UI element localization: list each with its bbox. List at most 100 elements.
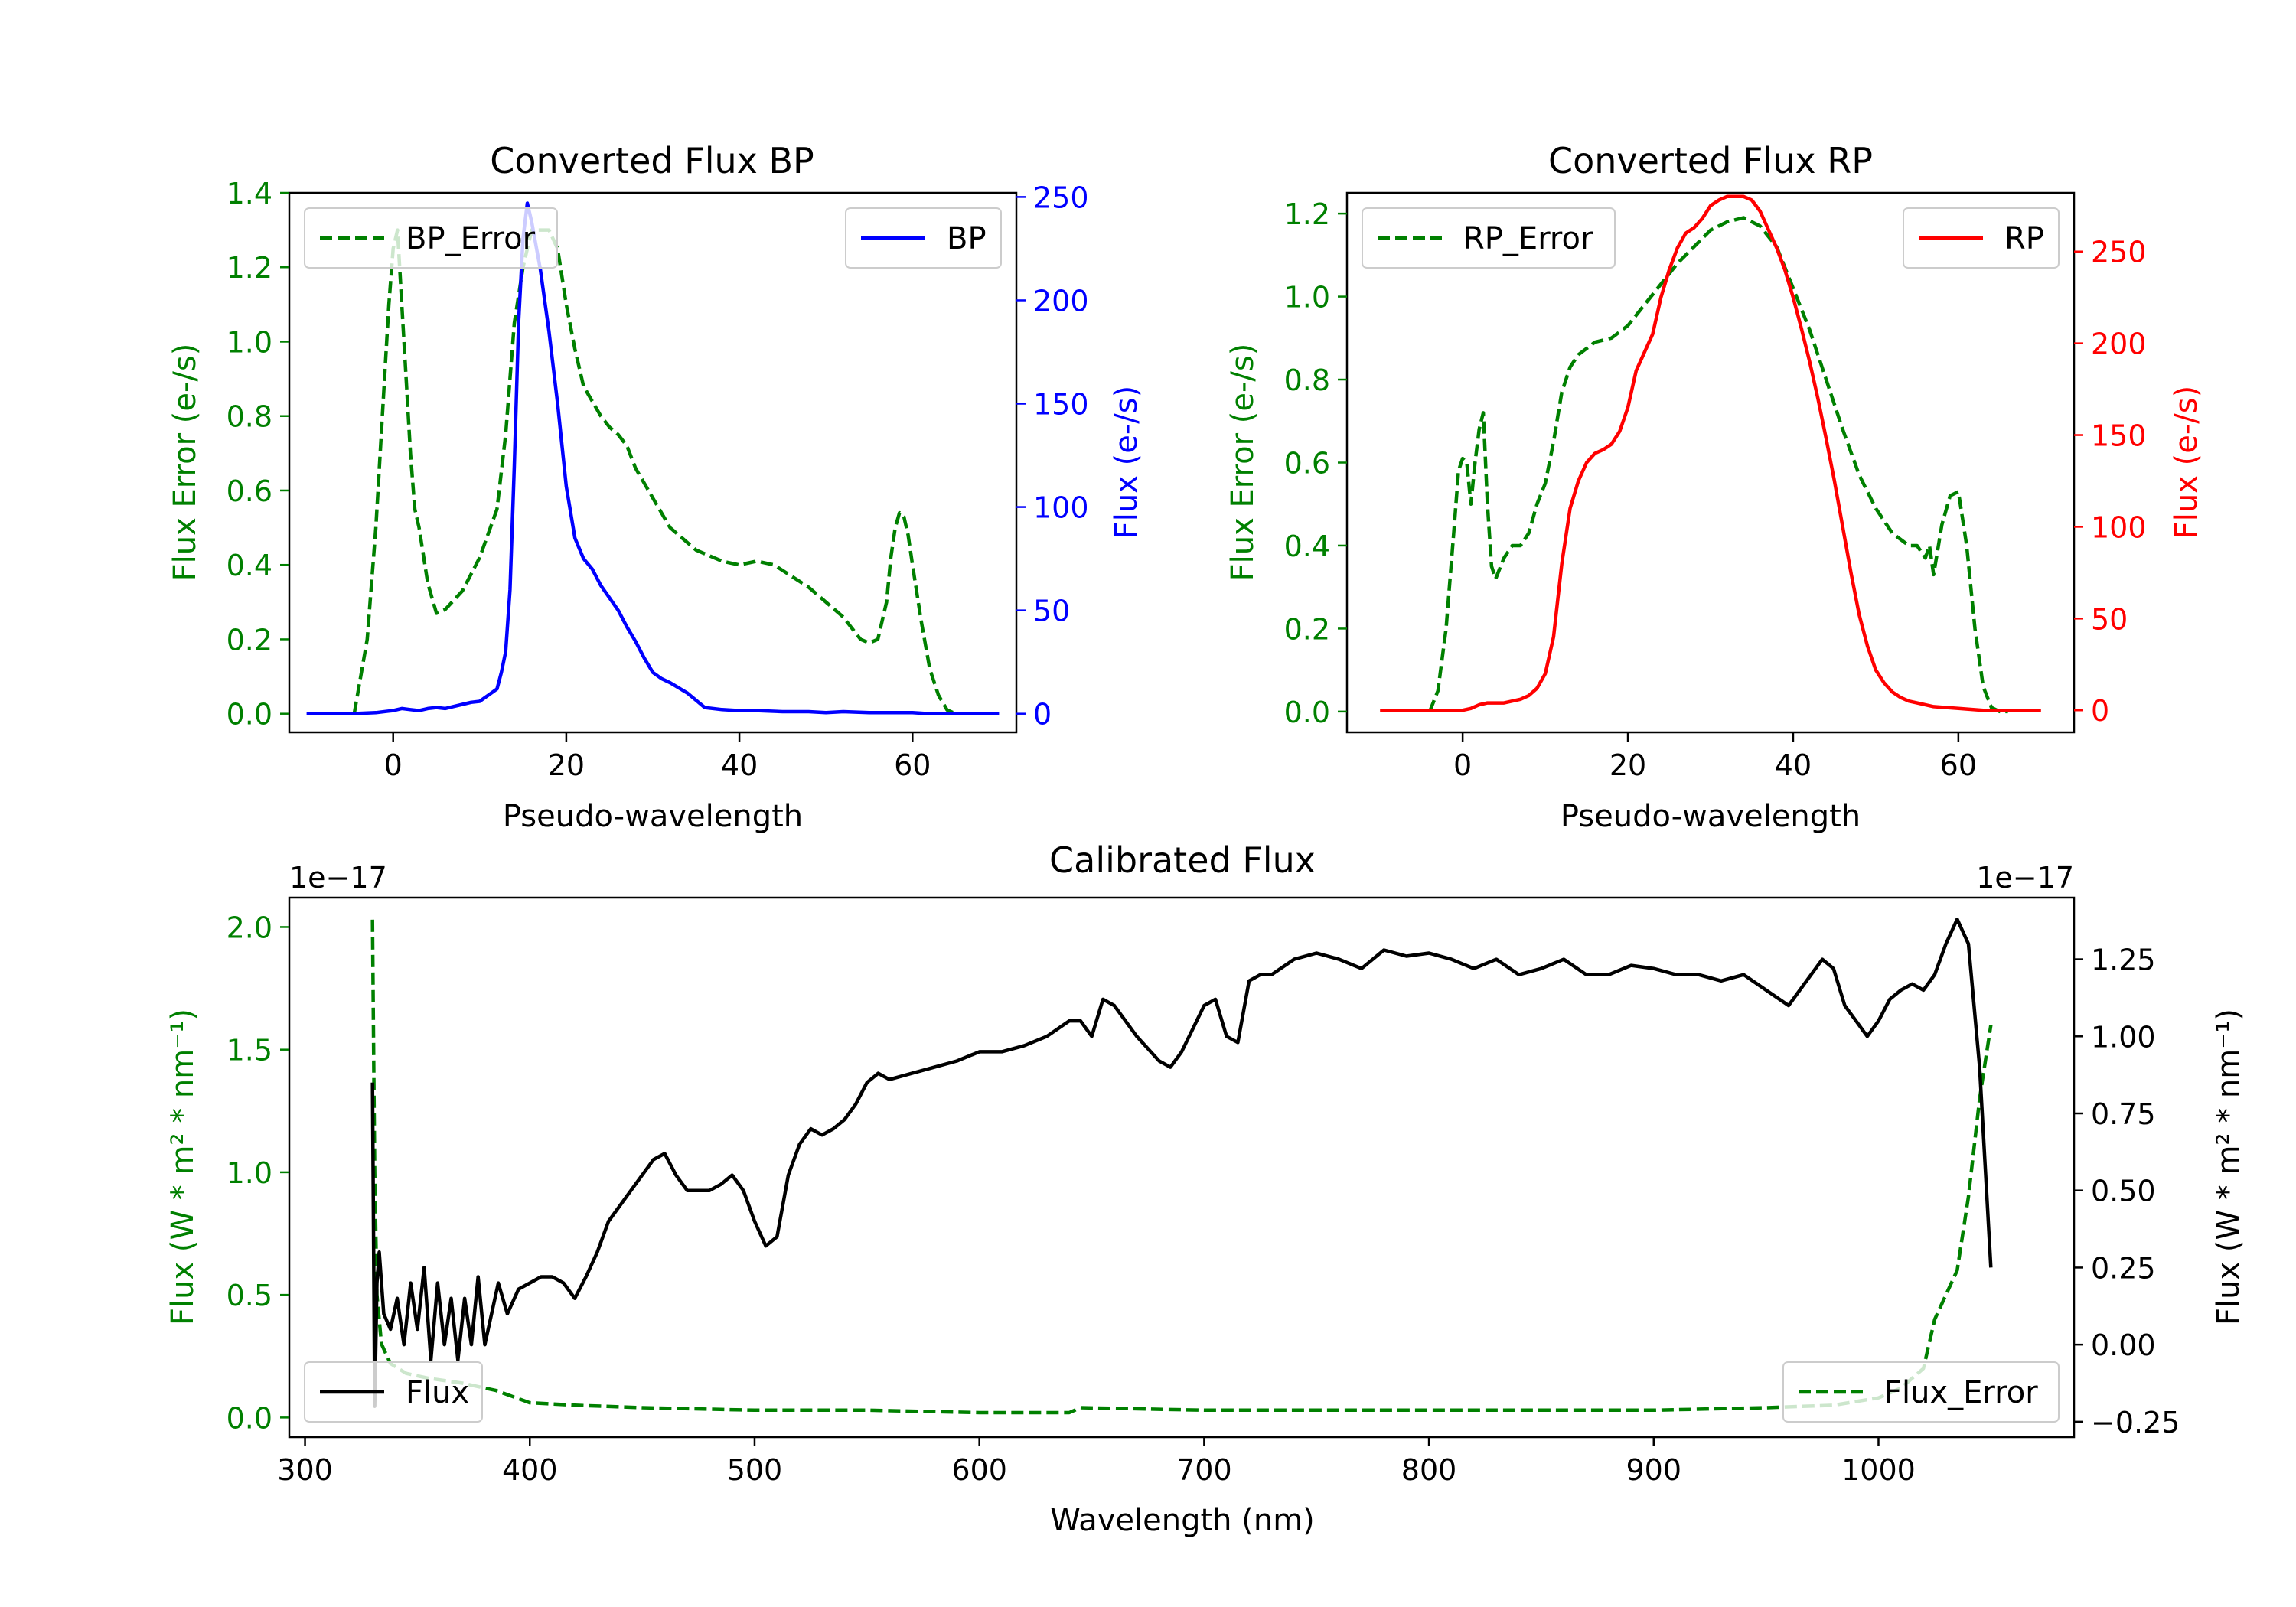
- cal-right-axis-label: Flux (W * m² * nm⁻¹): [2211, 1009, 2246, 1325]
- rp-legend-error-label: RP_Error: [1463, 221, 1593, 256]
- rp-right-tick-label: 200: [2091, 328, 2147, 361]
- cal-legend-flux-box: [304, 1361, 483, 1423]
- cal-legend-flux-label: Flux: [406, 1375, 469, 1410]
- cal-x-ticks: 300 400 500 600 700 800 900 1000: [277, 1437, 1916, 1487]
- cal-right-offset: 1e−17: [1976, 861, 2074, 895]
- bp-left-tick-label: 0.6: [227, 474, 272, 508]
- cal-x-tick-label: 800: [1401, 1453, 1457, 1487]
- cal-left-offset: 1e−17: [289, 861, 387, 895]
- rp-left-tick-label: 1.0: [1284, 281, 1330, 315]
- bp-legend-error-box: [304, 207, 558, 269]
- rp-x-tick-label: 20: [1609, 748, 1646, 782]
- bp-left-tick-label: 1.4: [227, 177, 272, 210]
- rp-panel: Converted Flux RP 0 20 40 60 0.00.20.40.60.…: [1225, 140, 2204, 834]
- calibrated-panel: Calibrated Flux 1e−17 1e−17 300 400 500 600…: [165, 839, 2246, 1538]
- rp-left-axis-label: Flux Error (e-/s): [1225, 344, 1261, 582]
- cal-axes-frame: [288, 896, 2076, 1439]
- rp-legend-error-box: [1362, 207, 1616, 269]
- rp-left-ticks: 0.0 0.2 0.4 0.6 0.8 1.0 1.2: [1284, 197, 1347, 729]
- bp-axes-frame: [288, 191, 1018, 734]
- rp-left-tick-label: 1.2: [1284, 197, 1330, 231]
- cal-x-tick-label: 300: [277, 1453, 333, 1487]
- cal-right-tick-label: 1.00: [2091, 1020, 2156, 1054]
- bp-series-bp-line: [306, 201, 1000, 715]
- rp-left-tick-label: 0.0: [1284, 696, 1330, 729]
- bp-left-tick-label: 0.4: [227, 549, 272, 582]
- rp-legend-flux-label: RP: [2004, 221, 2044, 256]
- cal-left-ticks: 0.0 0.5 1.0 1.5 2.0: [227, 911, 289, 1435]
- cal-legend-flux: Flux: [304, 1361, 483, 1423]
- rp-right-ticks: 0 50 100 150 200 250: [2074, 236, 2147, 728]
- cal-title: Calibrated Flux: [1049, 839, 1316, 881]
- rp-plot-area: [1380, 194, 2041, 714]
- bp-left-tick-label: 1.2: [227, 251, 272, 285]
- rp-series-rp-line: [1380, 194, 2041, 712]
- cal-left-axis-label: Flux (W * m² * nm⁻¹): [165, 1009, 201, 1325]
- bp-right-tick-label: 150: [1033, 388, 1089, 422]
- bp-x-tick-label: 60: [894, 748, 931, 782]
- bp-right-tick-label: 0: [1033, 698, 1052, 732]
- rp-title: Converted Flux RP: [1548, 140, 1873, 181]
- cal-right-tick-label: 1.25: [2091, 944, 2156, 977]
- cal-x-tick-label: 700: [1176, 1453, 1232, 1487]
- bp-title: Converted Flux BP: [490, 140, 814, 181]
- bp-left-ticks: 0.0 0.2 0.4 0.6 0.8 1.0 1.2 1.4: [227, 177, 289, 732]
- rp-left-tick-label: 0.6: [1284, 447, 1330, 481]
- cal-left-tick-label: 1.5: [227, 1034, 272, 1068]
- rp-left-tick-label: 0.8: [1284, 363, 1330, 397]
- cal-left-tick-label: 1.0: [227, 1156, 272, 1190]
- rp-x-ticks: 0 20 40 60: [1453, 732, 1977, 782]
- bp-plot-area: [306, 201, 1000, 715]
- cal-x-label: Wavelength (nm): [1050, 1503, 1315, 1538]
- cal-right-tick-label: 0.00: [2091, 1328, 2156, 1362]
- rp-right-axis-label: Flux (e-/s): [2169, 386, 2204, 539]
- cal-x-tick-label: 600: [951, 1453, 1007, 1487]
- cal-legend-error-label: Flux_Error: [1884, 1375, 2038, 1410]
- bp-left-axis-label: Flux Error (e-/s): [168, 344, 203, 582]
- bp-x-ticks: 0 20 40 60: [384, 732, 931, 782]
- cal-x-tick-label: 1000: [1841, 1453, 1916, 1487]
- bp-right-tick-label: 100: [1033, 491, 1089, 525]
- bp-x-tick-label: 40: [721, 748, 758, 782]
- cal-right-tick-label: 0.75: [2091, 1097, 2156, 1131]
- bp-right-tick-label: 250: [1033, 181, 1089, 214]
- cal-series-flux-line: [370, 917, 1993, 1408]
- rp-x-tick-label: 40: [1775, 748, 1812, 782]
- rp-x-tick-label: 0: [1453, 748, 1472, 782]
- bp-legend-error: BP_Error: [304, 207, 558, 269]
- bp-left-tick-label: 0.2: [227, 623, 272, 657]
- cal-x-tick-label: 900: [1626, 1453, 1682, 1487]
- cal-legend-error: Flux_Error: [1782, 1361, 2060, 1423]
- cal-legend-error-box: [1782, 1361, 2060, 1423]
- rp-series-rp-error-line: [1427, 216, 2008, 714]
- bp-x-label: Pseudo-wavelength: [503, 799, 803, 834]
- rp-left-tick-label: 0.2: [1284, 612, 1330, 646]
- bp-right-ticks: 0 50 100 150 200 250: [1016, 181, 1089, 732]
- bp-right-axis-label: Flux (e-/s): [1109, 386, 1144, 539]
- cal-left-tick-label: 2.0: [227, 911, 272, 944]
- bp-right-tick-label: 200: [1033, 284, 1089, 318]
- cal-left-tick-label: 0.5: [227, 1279, 272, 1312]
- bp-series-bp-error-line: [352, 228, 957, 715]
- cal-right-tick-label: 0.25: [2091, 1251, 2156, 1285]
- cal-series-flux-error-line: [370, 919, 1993, 1415]
- cal-plot-area: [370, 917, 1993, 1415]
- bp-left-tick-label: 1.0: [227, 325, 272, 359]
- bp-legend-flux-label: BP: [947, 221, 987, 256]
- rp-right-tick-label: 150: [2091, 419, 2147, 453]
- bp-x-tick-label: 20: [548, 748, 585, 782]
- cal-x-tick-label: 400: [502, 1453, 558, 1487]
- bp-left-tick-label: 0.8: [227, 400, 272, 434]
- cal-right-ticks: −0.25 0.00 0.25 0.50 0.75 1.00 1.25: [2074, 944, 2180, 1439]
- rp-right-tick-label: 250: [2091, 236, 2147, 269]
- rp-right-tick-label: 0: [2091, 694, 2109, 728]
- rp-x-tick-label: 60: [1940, 748, 1977, 782]
- bp-panel: Converted Flux BP 0 20 40 60 0.00.20.40.60.…: [168, 140, 1144, 834]
- rp-x-label: Pseudo-wavelength: [1561, 799, 1861, 834]
- cal-right-tick-label: −0.25: [2091, 1406, 2180, 1439]
- cal-left-tick-label: 0.0: [227, 1401, 272, 1435]
- bp-left-tick-label: 0.0: [227, 698, 272, 732]
- rp-right-tick-label: 50: [2091, 602, 2128, 636]
- bp-x-tick-label: 0: [384, 748, 403, 782]
